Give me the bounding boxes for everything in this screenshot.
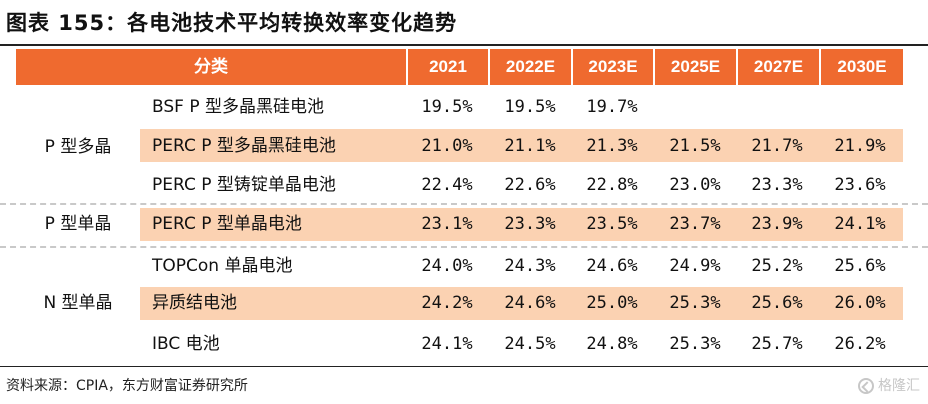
cell-2030e	[820, 91, 900, 124]
row-highlight	[140, 129, 903, 162]
table-header: 分类 2021 2022E 2023E 2025E 2027E 2030E	[16, 49, 903, 85]
row-label: BSF P 型多晶黑硅电池	[152, 97, 324, 117]
cell-2030e: 26.0%	[834, 293, 886, 313]
cell-2022e: 24.3%	[504, 256, 556, 276]
group-label-p-multi: P 型多晶	[44, 137, 112, 157]
row-label: PERC P 型铸锭单晶电池	[152, 175, 336, 195]
table-row: TOPCon 单晶电池 24.0% 24.3% 24.6% 24.9% 25.2…	[0, 250, 928, 283]
header-2023e: 2023E	[571, 49, 653, 85]
cell-2025e: 21.5%	[669, 136, 721, 156]
cell-2025e: 25.3%	[669, 293, 721, 313]
watermark: 格隆汇	[858, 374, 920, 398]
group-label-n-mono: N 型单晶	[43, 293, 113, 313]
row-label: 异质结电池	[152, 293, 237, 313]
cell-2022e: 24.5%	[504, 334, 556, 354]
watermark-text: 格隆汇	[878, 378, 920, 394]
cell-2022e: 24.6%	[504, 293, 556, 313]
cell-2021: 19.5%	[421, 97, 473, 117]
header-category: 分类	[194, 57, 228, 76]
header-2022e: 2022E	[488, 49, 571, 85]
cell-2023e: 22.8%	[586, 175, 638, 195]
header-2027e: 2027E	[736, 49, 819, 85]
header-2030e: 2030E	[819, 49, 903, 85]
header-2021: 2021	[406, 49, 488, 85]
cell-2021: 24.1%	[421, 334, 473, 354]
cell-2027e: 21.7%	[751, 136, 803, 156]
cell-2021: 23.1%	[421, 214, 473, 234]
row-label: TOPCon 单晶电池	[152, 256, 293, 276]
table-row: PERC P 型铸锭单晶电池 22.4% 22.6% 22.8% 23.0% 2…	[0, 169, 928, 202]
cell-2022e: 22.6%	[504, 175, 556, 195]
cell-2027e: 23.9%	[751, 214, 803, 234]
group-label-p-mono: P 型单晶	[44, 214, 112, 234]
cell-2023e: 24.6%	[586, 256, 638, 276]
cell-2027e: 23.3%	[751, 175, 803, 195]
watermark-logo-icon	[858, 378, 874, 394]
cell-2022e: 21.1%	[504, 136, 556, 156]
cell-2021: 24.0%	[421, 256, 473, 276]
row-label: PERC P 型多晶黑硅电池	[152, 136, 336, 156]
figure-title: 图表 155：各电池技术平均转换效率变化趋势	[6, 11, 458, 35]
cell-2027e	[737, 91, 817, 124]
cell-2023e: 25.0%	[586, 293, 638, 313]
cell-2027e: 25.7%	[751, 334, 803, 354]
cell-2025e: 23.7%	[669, 214, 721, 234]
header-2025e: 2025E	[653, 49, 736, 85]
cell-2030e: 23.6%	[834, 175, 886, 195]
cell-2021: 22.4%	[421, 175, 473, 195]
cell-2030e: 25.6%	[834, 256, 886, 276]
row-label: IBC 电池	[152, 334, 220, 354]
cell-2030e: 26.2%	[834, 334, 886, 354]
table-row: PERC P 型多晶黑硅电池 21.0% 21.1% 21.3% 21.5% 2…	[0, 130, 928, 163]
table-row: BSF P 型多晶黑硅电池 19.5% 19.5% 19.7%	[0, 91, 928, 124]
cell-2021: 24.2%	[421, 293, 473, 313]
table-row: PERC P 型单晶电池 23.1% 23.3% 23.5% 23.7% 23.…	[0, 208, 928, 241]
cell-2025e: 24.9%	[669, 256, 721, 276]
table-row: IBC 电池 24.1% 24.5% 24.8% 25.3% 25.7% 26.…	[0, 328, 928, 361]
cell-2022e: 23.3%	[504, 214, 556, 234]
cell-2021: 21.0%	[421, 136, 473, 156]
row-highlight	[140, 287, 903, 320]
group-separator	[0, 246, 928, 248]
cell-2027e: 25.2%	[751, 256, 803, 276]
cell-2023e: 21.3%	[586, 136, 638, 156]
row-label: PERC P 型单晶电池	[152, 214, 302, 234]
cell-2030e: 24.1%	[834, 214, 886, 234]
cell-2025e	[655, 91, 735, 124]
cell-2025e: 23.0%	[669, 175, 721, 195]
top-rule	[0, 44, 928, 46]
cell-2027e: 25.6%	[751, 293, 803, 313]
cell-2025e: 25.3%	[669, 334, 721, 354]
cell-2023e: 19.7%	[586, 97, 638, 117]
cell-2023e: 23.5%	[586, 214, 638, 234]
bottom-rule	[0, 366, 928, 367]
source-note: 资料来源：CPIA，东方财富证券研究所	[6, 378, 248, 394]
cell-2030e: 21.9%	[834, 136, 886, 156]
table-row: 异质结电池 24.2% 24.6% 25.0% 25.3% 25.6% 26.0…	[0, 287, 928, 320]
row-highlight	[140, 208, 903, 241]
group-separator	[0, 203, 928, 205]
cell-2023e: 24.8%	[586, 334, 638, 354]
cell-2022e: 19.5%	[504, 97, 556, 117]
